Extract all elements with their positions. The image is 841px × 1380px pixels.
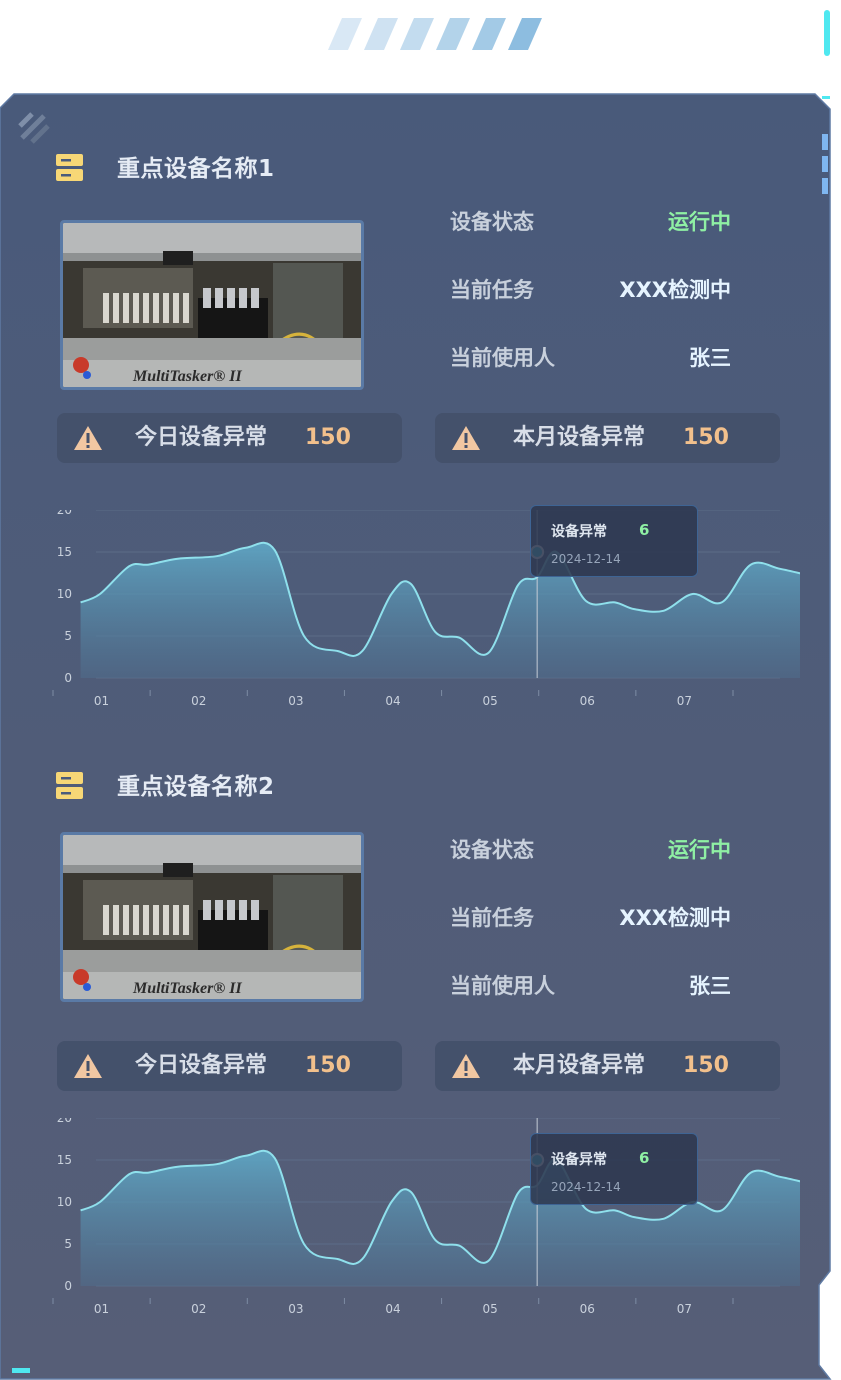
- tooltip-date: 2024-12-14: [551, 1180, 621, 1194]
- x-tick-label: 03: [288, 1302, 303, 1316]
- month-anomaly-label: 本月设备异常: [513, 425, 646, 450]
- photo-brand-text: MultiTasker® II: [132, 368, 243, 385]
- status-value: 运行中: [668, 210, 731, 234]
- x-tick-label: 06: [580, 1302, 595, 1316]
- y-tick-label: 10: [57, 1195, 72, 1209]
- task-label: 当前任务: [450, 906, 534, 930]
- today-anomaly-value: 150: [305, 1053, 351, 1078]
- corner-stripes-icon: [18, 112, 50, 144]
- x-tick-label: 01: [94, 694, 109, 708]
- device-title: 重点设备名称1: [117, 156, 275, 182]
- status-label: 设备状态: [450, 210, 534, 234]
- month-anomaly-card: 本月设备异常 150: [435, 413, 780, 463]
- warning-icon: [452, 1054, 480, 1078]
- warning-icon: [452, 426, 480, 450]
- task-value: XXX检测中: [619, 906, 731, 930]
- warning-icon: [74, 426, 102, 450]
- y-tick-label: 15: [57, 545, 72, 559]
- chart-tooltip: 设备异常 6 2024-12-14: [530, 1133, 698, 1205]
- x-tick-label: 02: [191, 694, 206, 708]
- user-label: 当前使用人: [450, 346, 555, 370]
- tooltip-value: 6: [639, 1149, 650, 1167]
- tooltip-label: 设备异常: [551, 524, 607, 540]
- series-area: [80, 1150, 800, 1286]
- x-tick-label: 07: [677, 694, 692, 708]
- month-anomaly-value: 150: [683, 1053, 729, 1078]
- today-anomaly-card: 今日设备异常 150: [57, 413, 402, 463]
- status-label: 设备状态: [450, 838, 534, 862]
- tooltip-label: 设备异常: [551, 1152, 607, 1168]
- device-photo: MultiTasker® II: [60, 220, 364, 390]
- x-tick-label: 07: [677, 1302, 692, 1316]
- user-value: 张三: [689, 974, 731, 998]
- y-tick-label: 0: [64, 671, 72, 685]
- y-tick-label: 5: [64, 1237, 72, 1251]
- x-tick-label: 04: [385, 694, 400, 708]
- today-anomaly-label: 今日设备异常: [135, 425, 268, 450]
- user-label: 当前使用人: [450, 974, 555, 998]
- photo-brand-text: MultiTasker® II: [132, 980, 243, 997]
- x-tick-label: 06: [580, 694, 595, 708]
- y-tick-label: 5: [64, 629, 72, 643]
- chart-tooltip: 设备异常 6 2024-12-14: [530, 505, 698, 577]
- device-list-icon: [56, 772, 83, 799]
- y-tick-label: 10: [57, 587, 72, 601]
- today-anomaly-label: 今日设备异常: [135, 1053, 268, 1078]
- x-tick-label: 03: [288, 694, 303, 708]
- tooltip-date: 2024-12-14: [551, 552, 621, 566]
- today-anomaly-value: 150: [305, 425, 351, 450]
- x-tick-label: 02: [191, 1302, 206, 1316]
- x-tick-label: 04: [385, 1302, 400, 1316]
- device-section-1: 重点设备名称1: [0, 110, 841, 720]
- status-value: 运行中: [668, 838, 731, 862]
- device-title: 重点设备名称2: [117, 774, 275, 800]
- x-tick-label: 01: [94, 1302, 109, 1316]
- task-value: XXX检测中: [619, 278, 731, 302]
- series-line: [80, 1149, 800, 1265]
- top-right-accent: [823, 10, 831, 56]
- y-tick-label: 15: [57, 1153, 72, 1167]
- side-bars-decoration: [822, 134, 828, 194]
- device-section-2: 重点设备名称2: [0, 728, 841, 1338]
- task-label: 当前任务: [450, 278, 534, 302]
- x-tick-label: 05: [483, 1302, 498, 1316]
- y-tick-label: 0: [64, 1279, 72, 1293]
- month-anomaly-card: 本月设备异常 150: [435, 1041, 780, 1091]
- header-stripes-decoration: [328, 18, 542, 50]
- device-list-icon: [56, 154, 83, 181]
- tooltip-value: 6: [639, 521, 650, 539]
- series-line: [80, 541, 800, 657]
- month-anomaly-value: 150: [683, 425, 729, 450]
- month-anomaly-label: 本月设备异常: [513, 1053, 646, 1078]
- y-tick-label: 20: [57, 510, 72, 517]
- user-value: 张三: [689, 346, 731, 370]
- x-tick-label: 05: [483, 694, 498, 708]
- series-area: [80, 542, 800, 678]
- y-tick-label: 20: [57, 1118, 72, 1125]
- device-photo: MultiTasker® II: [60, 832, 364, 1002]
- today-anomaly-card: 今日设备异常 150: [57, 1041, 402, 1091]
- warning-icon: [74, 1054, 102, 1078]
